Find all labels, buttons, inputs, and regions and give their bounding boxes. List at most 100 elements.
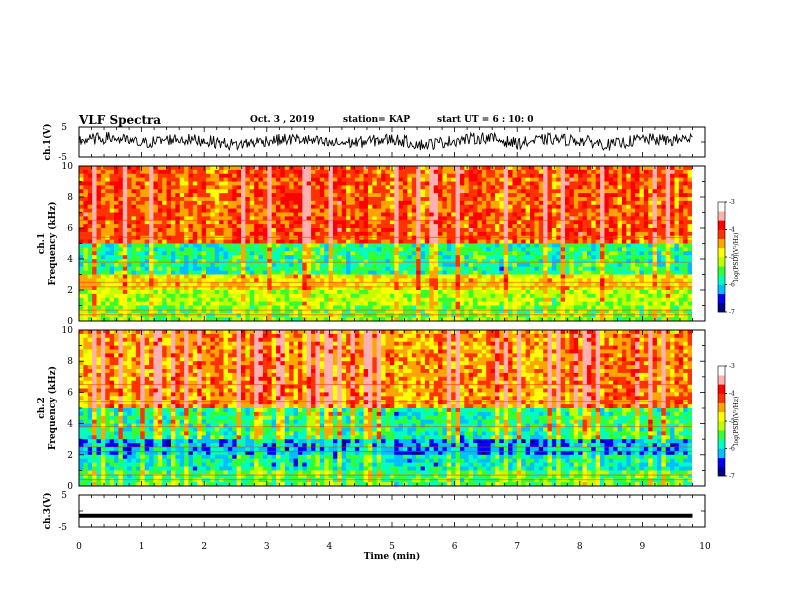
spectrogram-cell (556, 193, 562, 198)
spectrogram-cell (332, 189, 338, 194)
spectrogram-cell (96, 189, 102, 194)
spectrogram-cell (586, 282, 592, 287)
spectrogram-cell (140, 193, 146, 198)
spectrogram-cell (613, 193, 618, 198)
spectrogram-cell (464, 169, 470, 175)
spectrogram-cell (473, 204, 478, 210)
spectrogram-cell (254, 286, 259, 291)
spectrogram-cell (591, 212, 597, 217)
spectrogram-cell (311, 181, 316, 186)
spectrogram-cell (494, 262, 500, 268)
spectrogram-cell (477, 181, 483, 186)
spectrogram-cell (617, 189, 623, 194)
spectrogram-cell (630, 278, 636, 283)
spectrogram-cell (376, 293, 382, 299)
spectrogram-cell (534, 200, 540, 206)
spectrogram-cell (473, 185, 478, 190)
spectrogram-cell (560, 255, 566, 260)
spectrogram-cell (600, 274, 605, 279)
spectrogram-cell (468, 262, 474, 268)
spectrogram-cell (630, 286, 636, 291)
spectrogram-cell (179, 212, 185, 217)
spectrogram-cell (227, 212, 233, 217)
spectrogram-cell (674, 270, 680, 275)
spectrogram-cell (429, 251, 435, 256)
spectrogram-cell (135, 255, 141, 260)
spectrogram-cell (289, 228, 294, 233)
spectrogram-cell (135, 185, 141, 190)
spectrogram-cell (341, 216, 347, 221)
spectrogram-cell (683, 247, 689, 252)
spectrogram-cell (512, 169, 518, 175)
spectrogram-cell (604, 251, 610, 256)
spectrogram-cell (464, 297, 470, 303)
spectrogram-cell (442, 220, 448, 225)
spectrogram-cell (508, 293, 513, 299)
spectrogram-cell (341, 220, 347, 225)
spectrogram-cell (521, 173, 527, 179)
spectrogram-cell (529, 247, 535, 252)
spectrogram-cell (337, 166, 343, 171)
spectrogram-cell (92, 243, 97, 248)
spectrogram-cell (385, 173, 391, 179)
spectrogram-cell (381, 255, 386, 260)
spectrogram-cell (328, 235, 334, 241)
spectrogram-cell (595, 247, 601, 252)
spectrogram-cell (262, 208, 268, 213)
spectrogram-cell (149, 169, 154, 175)
spectrogram-cell (626, 274, 632, 279)
spectrogram-cell (508, 251, 513, 256)
spectrogram-cell (341, 169, 347, 175)
spectrogram-cell (302, 297, 308, 303)
spectrogram-cell (494, 255, 500, 260)
spectrogram-cell (144, 189, 150, 194)
spectrogram-cell (416, 212, 421, 217)
spectrogram-cell (359, 185, 365, 190)
spectrogram-cell (459, 266, 465, 272)
spectrogram-cell (170, 197, 176, 202)
spectrogram-cell (490, 278, 496, 283)
spectrogram-cell (486, 169, 491, 175)
spectrogram-cell (92, 278, 97, 283)
spectrogram-cell (241, 181, 246, 186)
spectrogram-cell (175, 224, 181, 229)
spectrogram-cell (608, 243, 614, 248)
spectrogram-cell (416, 247, 421, 252)
spectrogram-cell (276, 278, 281, 283)
spectrogram-cell (105, 208, 111, 213)
spectrogram-cell (661, 270, 667, 275)
spectrogram-cell (656, 247, 662, 252)
spectrogram-cell (346, 259, 351, 264)
spectrogram-cell (512, 282, 518, 287)
spectrogram-cell (87, 181, 93, 186)
spectrogram-cell (205, 216, 211, 221)
spectrogram-cell (328, 193, 334, 198)
spectrogram-cell (92, 208, 97, 213)
spectrogram-cell (166, 255, 172, 260)
spectrogram-cell (595, 208, 601, 213)
spectrogram-cell (332, 255, 338, 260)
spectrogram-cell (149, 266, 154, 272)
spectrogram-cell (600, 208, 605, 213)
spectrogram-cell (608, 228, 614, 233)
spectrogram-cell (543, 251, 548, 256)
spectrogram-cell (595, 251, 601, 256)
spectrogram-cell (661, 274, 667, 279)
spectrogram-cell (87, 301, 93, 306)
spectrogram-cell (241, 197, 246, 202)
spectrogram-cell (245, 243, 251, 248)
spectrogram-cell (556, 200, 562, 206)
spectrogram-cell (551, 290, 557, 295)
spectrogram-cell (442, 293, 448, 299)
spectrogram-cell (674, 200, 680, 206)
spectrogram-cell (529, 286, 535, 291)
spectrogram-cell (135, 293, 141, 299)
spectrogram-cell (245, 177, 251, 182)
spectrogram-cell (477, 173, 483, 179)
spectrogram-cell (284, 243, 290, 248)
spectrogram-cell (184, 243, 189, 248)
spectrogram-cell (547, 200, 553, 206)
spectrogram-cell (433, 247, 439, 252)
spectrogram-cell (455, 181, 461, 186)
spectrogram-cell (613, 262, 618, 268)
